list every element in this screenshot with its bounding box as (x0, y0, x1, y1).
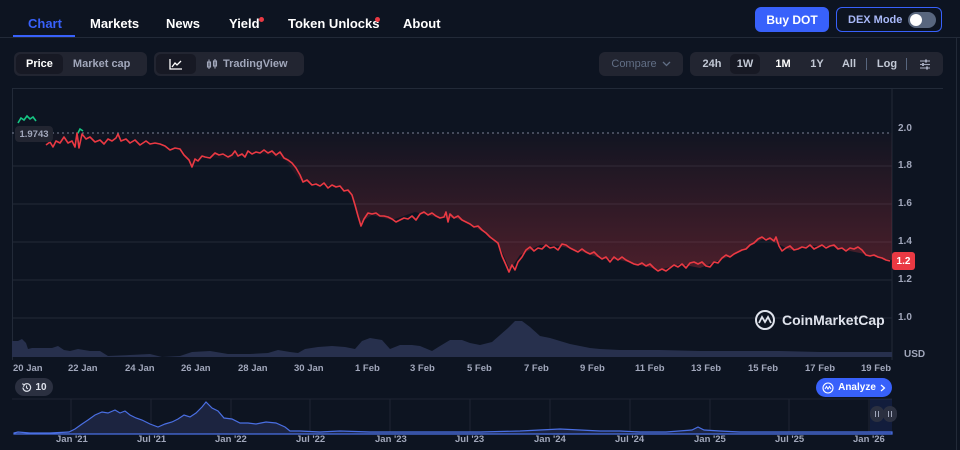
x-tick: 7 Feb (524, 363, 549, 374)
x-tick: 30 Jan (294, 363, 324, 374)
tradingview-option[interactable]: TradingView (196, 54, 298, 74)
analyze-button[interactable]: Analyze (816, 378, 892, 397)
tradingview-label: TradingView (223, 58, 288, 70)
drag-handle-icon (888, 411, 892, 417)
y-tick-1.4: 1.4 (898, 236, 912, 247)
navigator-label: Jan '24 (534, 434, 566, 445)
separator (866, 58, 867, 70)
panel-border (956, 38, 957, 450)
navigator-label: Jul '21 (137, 434, 167, 445)
history-count: 10 (35, 381, 47, 393)
x-tick: 28 Jan (238, 363, 268, 374)
navigator-label: Jan '21 (56, 434, 88, 445)
x-tick: 17 Feb (805, 363, 836, 374)
history-button[interactable]: 10 (15, 378, 53, 396)
log-scale-button[interactable]: Log (876, 58, 898, 70)
compare-dropdown[interactable]: Compare (599, 52, 683, 76)
navigator-label: Jul '23 (455, 434, 485, 445)
price-chart-frame (12, 88, 943, 360)
buy-dot-button[interactable]: Buy DOT (755, 7, 829, 32)
navigator-label: Jan '22 (215, 434, 247, 445)
dex-mode-label: DEX Mode (848, 13, 903, 26)
chevron-right-icon (880, 384, 886, 391)
start-price-tag: 1.9743 (15, 126, 53, 142)
separator (906, 58, 907, 70)
tab-markets[interactable]: Markets (90, 16, 140, 31)
watermark-text: CoinMarketCap (782, 312, 885, 328)
x-tick: 5 Feb (467, 363, 492, 374)
navigator-label: Jan '23 (375, 434, 407, 445)
chart-type-switch: TradingView (154, 52, 304, 76)
x-tick: 13 Feb (691, 363, 722, 374)
toggle-knob (910, 14, 922, 26)
tab-chart[interactable]: Chart (28, 16, 62, 31)
price-line-up (17, 114, 84, 134)
chevron-down-icon (662, 61, 671, 67)
y-tick-1.0: 1.0 (898, 312, 912, 323)
coinmarketcap-watermark: CoinMarketCap (754, 309, 885, 331)
yield-notification-dot (259, 17, 264, 22)
tab-news[interactable]: News (166, 16, 200, 31)
navigator-right-handle[interactable] (883, 406, 897, 422)
navigator-area (13, 401, 893, 435)
range-24h[interactable]: 24h (702, 58, 722, 70)
dex-mode-toggle-button[interactable]: DEX Mode (836, 7, 942, 32)
x-tick: 9 Feb (580, 363, 605, 374)
x-tick: 26 Jan (181, 363, 211, 374)
price-option[interactable]: Price (16, 54, 63, 74)
analyze-label: Analyze (838, 382, 876, 393)
range-all[interactable]: All (841, 58, 857, 70)
y-tick-1.6: 1.6 (898, 198, 912, 209)
line-chart-option[interactable] (156, 54, 196, 74)
range-1y[interactable]: 1Y (810, 58, 824, 70)
sliders-icon (920, 59, 930, 69)
compare-label: Compare (611, 58, 657, 70)
range-1m[interactable]: 1M (775, 58, 791, 70)
top-nav: Chart Markets News Yield Token Unlocks A… (0, 0, 960, 38)
x-tick: 19 Feb (861, 363, 892, 374)
x-tick: 15 Feb (748, 363, 779, 374)
ai-chat-icon (822, 381, 834, 394)
drag-handle-icon (875, 411, 879, 417)
active-tab-indicator (13, 35, 75, 37)
candlestick-icon (206, 59, 218, 69)
time-range-selector: 24h 1W 1M 1Y All Log (690, 52, 943, 76)
chart-settings-button[interactable] (912, 54, 938, 74)
range-1w[interactable]: 1W (730, 54, 760, 74)
history-icon (22, 382, 32, 392)
metric-switch: Price Market cap (14, 52, 147, 76)
token-unlocks-notification-dot (375, 17, 380, 22)
currency-label: USD (904, 349, 926, 360)
volume-area (12, 321, 892, 357)
current-price-tag: 1.2 (892, 252, 915, 270)
x-tick: 11 Feb (635, 363, 665, 374)
tab-yield[interactable]: Yield (229, 16, 260, 31)
x-tick: 24 Jan (125, 363, 155, 374)
drawdown-fill (38, 133, 892, 270)
tab-token-unlocks[interactable]: Token Unlocks (288, 16, 380, 31)
price-line-down (45, 132, 891, 273)
x-tick: 1 Feb (355, 363, 380, 374)
navigator-label: Jan '26 (853, 434, 885, 445)
x-tick: 20 Jan (13, 363, 43, 374)
dex-mode-switch[interactable] (908, 12, 936, 28)
tab-about[interactable]: About (403, 16, 441, 31)
y-tick-2.0: 2.0 (898, 123, 912, 134)
navigator-label: Jul '24 (615, 434, 645, 445)
market-cap-option[interactable]: Market cap (72, 58, 131, 70)
y-tick-1.8: 1.8 (898, 160, 912, 171)
navigator-label: Jan '25 (694, 434, 726, 445)
navigator-label: Jul '25 (775, 434, 805, 445)
x-tick: 3 Feb (410, 363, 435, 374)
line-chart-icon (169, 59, 182, 70)
coinmarketcap-logo-icon (755, 310, 775, 330)
y-tick-1.2: 1.2 (898, 274, 912, 285)
x-tick: 22 Jan (68, 363, 98, 374)
navigator-label: Jul '22 (296, 434, 326, 445)
navigator-left-handle[interactable] (870, 406, 884, 422)
